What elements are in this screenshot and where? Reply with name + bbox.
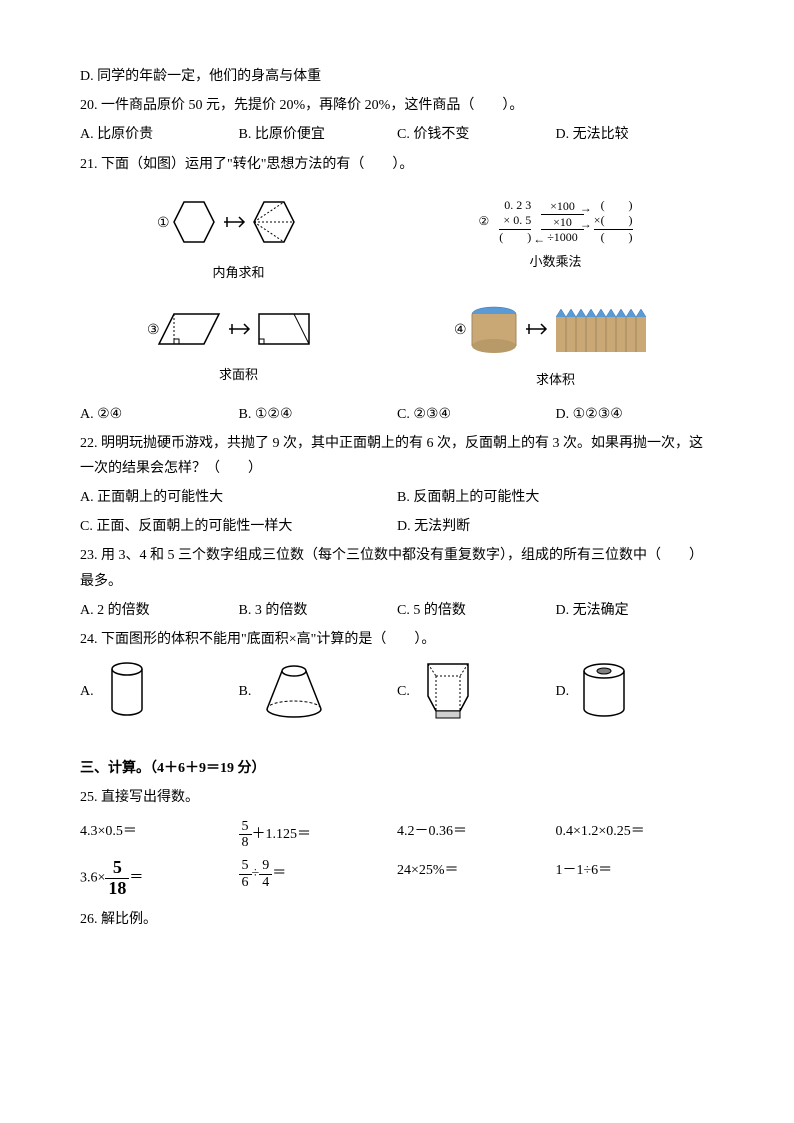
- q23-stem: 23. 用 3、4 和 5 三个数字组成三位数（每个三位数中都没有重复数字），组…: [80, 543, 714, 593]
- q25-r2c1-tail: ＝: [129, 871, 143, 886]
- q25-r1c2-tail: ＋1.125＝: [252, 827, 312, 842]
- result-xparen: ×( ): [594, 213, 633, 230]
- q25-row1: 4.3×0.5＝ 58＋1.125＝ 4.2－0.36＝ 0.4×1.2×0.2…: [80, 819, 714, 851]
- q21-cap1: 内角求和: [80, 261, 397, 284]
- q20-opt-c: C. 价钱不变: [397, 122, 556, 147]
- q24-options: A. B. C. D.: [80, 656, 714, 726]
- q24-d-label: D.: [556, 679, 570, 704]
- q23-opt-b: B. 3 的倍数: [239, 598, 398, 623]
- svg-text:①: ①: [157, 216, 170, 231]
- q24-opt-d: D.: [556, 659, 715, 724]
- frac-5-8: 58: [239, 819, 252, 851]
- q21-diagram-4: ④ 求体积: [397, 294, 714, 391]
- cylinder-transform-icon: ④: [446, 294, 666, 364]
- q24-opt-a: A.: [80, 659, 239, 724]
- q25-r2c1-head: 3.6×: [80, 871, 105, 886]
- svg-text:④: ④: [454, 323, 467, 338]
- q21-diagram-1: ① 内角求和: [80, 187, 397, 284]
- q20-options: A. 比原价贵 B. 比原价便宜 C. 价钱不变 D. 无法比较: [80, 122, 714, 147]
- q21-cap4: 求体积: [397, 368, 714, 391]
- q21-cap2: 小数乘法: [397, 250, 714, 273]
- q21-diagram-3: ③ 求面积: [80, 299, 397, 386]
- q25-r1c3: 4.2－0.36＝: [397, 819, 556, 851]
- q22-opt-a: A. 正面朝上的可能性大: [80, 485, 397, 510]
- q20-opt-d: D. 无法比较: [556, 122, 715, 147]
- q25-r1c2: 58＋1.125＝: [239, 819, 398, 851]
- q25-r2c2: 56÷94＝: [239, 858, 398, 899]
- q22-opt-d: D. 无法判断: [397, 514, 714, 539]
- q24-stem: 24. 下面图形的体积不能用"底面积×高"计算的是（ ）。: [80, 627, 714, 652]
- q21-opt-b: B. ①②④: [239, 402, 398, 427]
- q23-options: A. 2 的倍数 B. 3 的倍数 C. 5 的倍数 D. 无法确定: [80, 598, 714, 623]
- q25-r1c1: 4.3×0.5＝: [80, 819, 239, 851]
- q21-diagrams-bottom: ③ 求面积 ④: [80, 294, 714, 391]
- q26-stem: 26. 解比例。: [80, 907, 714, 932]
- q20-opt-a: A. 比原价贵: [80, 122, 239, 147]
- hollow-cylinder-icon: [577, 659, 632, 724]
- q21-opt-a: A. ②④: [80, 402, 239, 427]
- q25-r2c1: 3.6×518＝: [80, 858, 239, 899]
- q24-b-label: B.: [239, 679, 252, 704]
- q25-r1c4: 0.4×1.2×0.25＝: [556, 819, 715, 851]
- q21-stem: 21. 下面（如图）运用了"转化"思想方法的有（ ）。: [80, 152, 714, 177]
- result-paren1: ( ): [594, 198, 633, 214]
- q24-opt-b: B.: [239, 659, 398, 724]
- arrow-div1000: ÷1000: [547, 230, 578, 244]
- q21-opt-d: D. ①②③④: [556, 402, 715, 427]
- frac-5-18: 518: [105, 858, 129, 899]
- mult-mid: × 0. 5: [499, 213, 531, 230]
- q25-r2c2-div: ÷: [252, 866, 260, 881]
- arrow-x10: ×10: [553, 215, 572, 229]
- q20-stem: 20. 一件商品原价 50 元，先提价 20%，再降价 20%，这件商品（ ）。: [80, 93, 714, 118]
- q22-options-1: A. 正面朝上的可能性大 B. 反面朝上的可能性大: [80, 485, 714, 510]
- parallelogram-transform-icon: ③: [139, 299, 339, 359]
- q22-options-2: C. 正面、反面朝上的可能性一样大 D. 无法判断: [80, 514, 714, 539]
- q23-opt-a: A. 2 的倍数: [80, 598, 239, 623]
- q25-row2: 3.6×518＝ 56÷94＝ 24×25%＝ 1－1÷6＝: [80, 858, 714, 899]
- q24-a-label: A.: [80, 679, 94, 704]
- q25-r2c3: 24×25%＝: [397, 858, 556, 899]
- frustum-icon: [259, 659, 329, 724]
- q21-diagrams-top: ① 内角求和 ② 0. 2 3 × 0. 5 ( ) ×100 →: [80, 187, 714, 284]
- q22-opt-b: B. 反面朝上的可能性大: [397, 485, 714, 510]
- mult-result: ( ): [499, 230, 531, 246]
- q25-r2c4: 1－1÷6＝: [556, 858, 715, 899]
- q24-opt-c: C.: [397, 656, 556, 726]
- cylinder-icon: [102, 659, 152, 724]
- prism-icon: [418, 656, 478, 726]
- frac-5-6: 56: [239, 858, 252, 890]
- hexagon-transform-icon: ①: [149, 187, 329, 257]
- q23-opt-d: D. 无法确定: [556, 598, 715, 623]
- q20-opt-b: B. 比原价便宜: [239, 122, 398, 147]
- q21-cap3: 求面积: [80, 363, 397, 386]
- q21-opt-c: C. ②③④: [397, 402, 556, 427]
- mult-top: 0. 2 3: [499, 198, 531, 214]
- arrow-x100: ×100: [550, 199, 575, 213]
- section-3-title: 三、计算。（4＋6＋9＝19 分）: [80, 756, 714, 781]
- result-paren2: ( ): [594, 230, 633, 246]
- q24-c-label: C.: [397, 679, 410, 704]
- q25-stem: 25. 直接写出得数。: [80, 785, 714, 810]
- q22-opt-c: C. 正面、反面朝上的可能性一样大: [80, 514, 397, 539]
- frac-9-4: 94: [259, 858, 272, 890]
- q25-r2c2-tail: ＝: [272, 866, 286, 881]
- svg-text:③: ③: [147, 323, 160, 338]
- q23-opt-c: C. 5 的倍数: [397, 598, 556, 623]
- q21-options: A. ②④ B. ①②④ C. ②③④ D. ①②③④: [80, 402, 714, 427]
- q21-diagram-2: ② 0. 2 3 × 0. 5 ( ) ×100 → ×10 → ← ÷1000: [397, 198, 714, 273]
- q22-stem: 22. 明明玩抛硬币游戏，共抛了 9 次，其中正面朝上的有 6 次，反面朝上的有…: [80, 431, 714, 481]
- circled-2: ②: [478, 211, 489, 233]
- q19-option-d: D. 同学的年龄一定，他们的身高与体重: [80, 64, 714, 89]
